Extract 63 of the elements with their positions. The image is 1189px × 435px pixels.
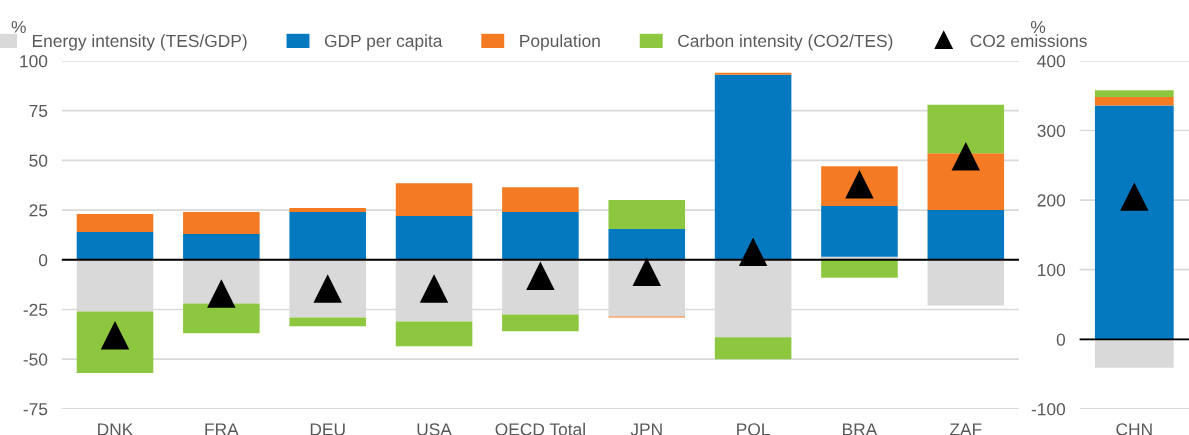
legend-label: Population: [520, 34, 600, 51]
x-tick-label: OECD Total: [495, 422, 585, 435]
bar: [76, 231, 154, 260]
bar: [714, 337, 792, 360]
y-tick-label: 75: [29, 104, 48, 118]
point: [951, 142, 981, 171]
bar: [289, 212, 366, 260]
bar: [1094, 105, 1174, 340]
y-tick-label: 0: [38, 253, 48, 267]
y-tick-label: 200: [1037, 194, 1066, 207]
bar: [927, 153, 1005, 211]
legend-label: GDP per capita: [324, 34, 443, 51]
bar: [608, 228, 686, 260]
y-tick-label: 100: [1038, 263, 1066, 277]
legend-label: Energy intensity (TES/GDP): [32, 34, 247, 51]
bar: [608, 200, 686, 229]
bar: [183, 233, 260, 260]
bar: [289, 208, 366, 213]
x-tick-label: ZAF: [949, 423, 982, 435]
bar: [927, 104, 1005, 154]
bar: [714, 74, 792, 260]
y-axis-title: %: [1030, 20, 1046, 34]
y-axis-title: %: [11, 20, 26, 34]
x-tick-label: FRA: [205, 423, 239, 435]
bar: [395, 321, 473, 347]
bar: [502, 314, 579, 332]
legend-label: CO2 emissions: [970, 34, 1087, 48]
bar: [289, 317, 366, 327]
y-tick-label: -100: [1031, 403, 1066, 416]
bar: [395, 216, 473, 260]
bar: [821, 206, 898, 257]
bar: [395, 183, 473, 217]
bar: [183, 212, 260, 234]
y-tick-label: 100: [20, 55, 48, 68]
x-tick-label: DNK: [98, 423, 134, 435]
bar: [1094, 90, 1174, 98]
y-tick-label: 300: [1037, 124, 1066, 137]
bar: [927, 210, 1005, 260]
x-tick-label: JPN: [630, 423, 662, 435]
point: [632, 257, 661, 286]
x-tick-label: CHN: [1116, 423, 1152, 435]
bar: [1094, 339, 1174, 368]
bar: [502, 212, 579, 260]
y-tick-label: 400: [1037, 55, 1066, 68]
y-tick-label: -25: [23, 303, 48, 316]
bar: [76, 214, 154, 232]
x-tick-label: POL: [737, 423, 770, 435]
y-tick-label: -75: [23, 403, 48, 416]
x-tick-label: USA: [417, 423, 452, 435]
bar: [76, 311, 154, 374]
y-tick-label: 0: [1056, 333, 1066, 346]
bar: [502, 187, 579, 213]
point: [738, 237, 768, 267]
x-tick-label: BRA: [843, 423, 878, 435]
y-tick-label: -50: [23, 353, 48, 366]
bar: [183, 303, 260, 334]
bar: [927, 259, 1005, 306]
x-tick-label: DEU: [310, 423, 345, 435]
bar: [1094, 97, 1174, 106]
legend-label: Carbon intensity (CO2/TES): [678, 34, 893, 51]
y-tick-label: 50: [29, 154, 48, 167]
y-tick-label: 25: [29, 204, 48, 217]
bar: [821, 259, 898, 278]
